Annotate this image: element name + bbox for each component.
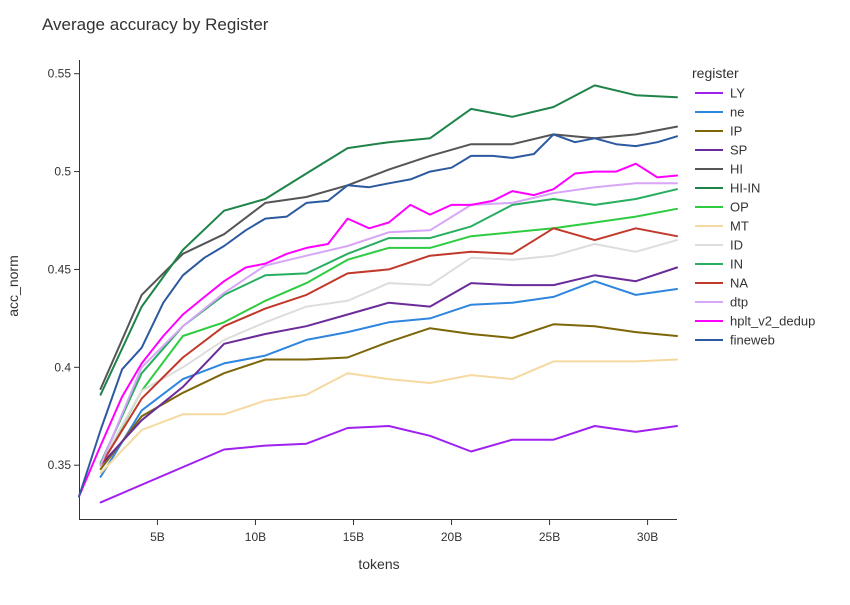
legend-items[interactable]: LY ne IP SP HI HI-IN OP MT ID IN NA dtp hplt_v2_dedu… <box>695 86 815 348</box>
legend[interactable]: register LY ne IP SP HI HI-IN OP MT ID IN NA dtp hpl… <box>692 65 815 348</box>
legend-label: IP <box>730 124 742 139</box>
series-line-hplt_v2_dedup <box>78 162 678 498</box>
x-tick-label: 15B <box>343 530 364 544</box>
series-line-MT <box>99 358 678 474</box>
series-line-NA <box>99 227 678 467</box>
y-tick-label: 0.5 <box>54 165 71 179</box>
legend-label: HI <box>730 162 743 177</box>
x-tick-label: 30B <box>637 530 658 544</box>
y-tick-label: 0.55 <box>48 67 72 81</box>
y-tick-label: 0.45 <box>48 262 72 276</box>
plot-area <box>78 60 678 520</box>
legend-item-HI[interactable]: HI <box>695 162 743 177</box>
series-line-LY <box>99 425 678 504</box>
y-tick-label: 0.35 <box>48 458 72 472</box>
series-line-IP <box>99 323 678 471</box>
legend-label: fineweb <box>730 333 775 348</box>
legend-item-LY[interactable]: LY <box>695 86 745 101</box>
legend-item-dtp[interactable]: dtp <box>695 295 748 310</box>
series-line-HI <box>99 125 678 390</box>
x-axis-ticks: 5B 10B 15B 20B 25B 30B <box>150 520 658 544</box>
legend-item-HI-IN[interactable]: HI-IN <box>695 181 760 196</box>
x-tick-label: 5B <box>150 530 165 544</box>
legend-label: LY <box>730 86 745 101</box>
y-axis-ticks: 0.35 0.4 0.45 0.5 0.55 <box>48 67 79 472</box>
legend-item-OP[interactable]: OP <box>695 200 749 215</box>
chart-title: Average accuracy by Register <box>42 15 269 34</box>
series-group <box>78 84 678 504</box>
series-line-dtp <box>99 182 678 467</box>
x-axis-title: tokens <box>358 556 399 572</box>
y-tick-label: 0.4 <box>54 360 71 374</box>
series-line-fineweb <box>78 133 678 498</box>
legend-item-ID[interactable]: ID <box>695 238 743 253</box>
y-axis-title: acc_norm <box>5 255 21 316</box>
legend-item-MT[interactable]: MT <box>695 219 749 234</box>
legend-label: IN <box>730 257 743 272</box>
x-tick-label: 20B <box>441 530 462 544</box>
legend-title: register <box>692 65 739 81</box>
legend-item-ne[interactable]: ne <box>695 105 744 120</box>
series-line-HI-IN <box>99 84 678 396</box>
legend-item-IN[interactable]: IN <box>695 257 743 272</box>
legend-label: ne <box>730 105 744 120</box>
series-line-SP <box>99 266 678 467</box>
legend-item-hplt_v2_dedup[interactable]: hplt_v2_dedup <box>695 314 815 329</box>
x-tick-label: 10B <box>245 530 266 544</box>
legend-label: MT <box>730 219 749 234</box>
legend-item-IP[interactable]: IP <box>695 124 742 139</box>
legend-label: HI-IN <box>730 181 760 196</box>
legend-label: SP <box>730 143 747 158</box>
legend-label: OP <box>730 200 749 215</box>
series-line-OP <box>99 207 678 467</box>
legend-label: hplt_v2_dedup <box>730 314 815 329</box>
legend-item-NA[interactable]: NA <box>695 276 748 291</box>
legend-item-fineweb[interactable]: fineweb <box>695 333 775 348</box>
legend-label: ID <box>730 238 743 253</box>
legend-item-SP[interactable]: SP <box>695 143 747 158</box>
x-tick-label: 25B <box>539 530 560 544</box>
legend-label: NA <box>730 276 748 291</box>
series-line-ID <box>99 239 678 465</box>
legend-label: dtp <box>730 295 748 310</box>
